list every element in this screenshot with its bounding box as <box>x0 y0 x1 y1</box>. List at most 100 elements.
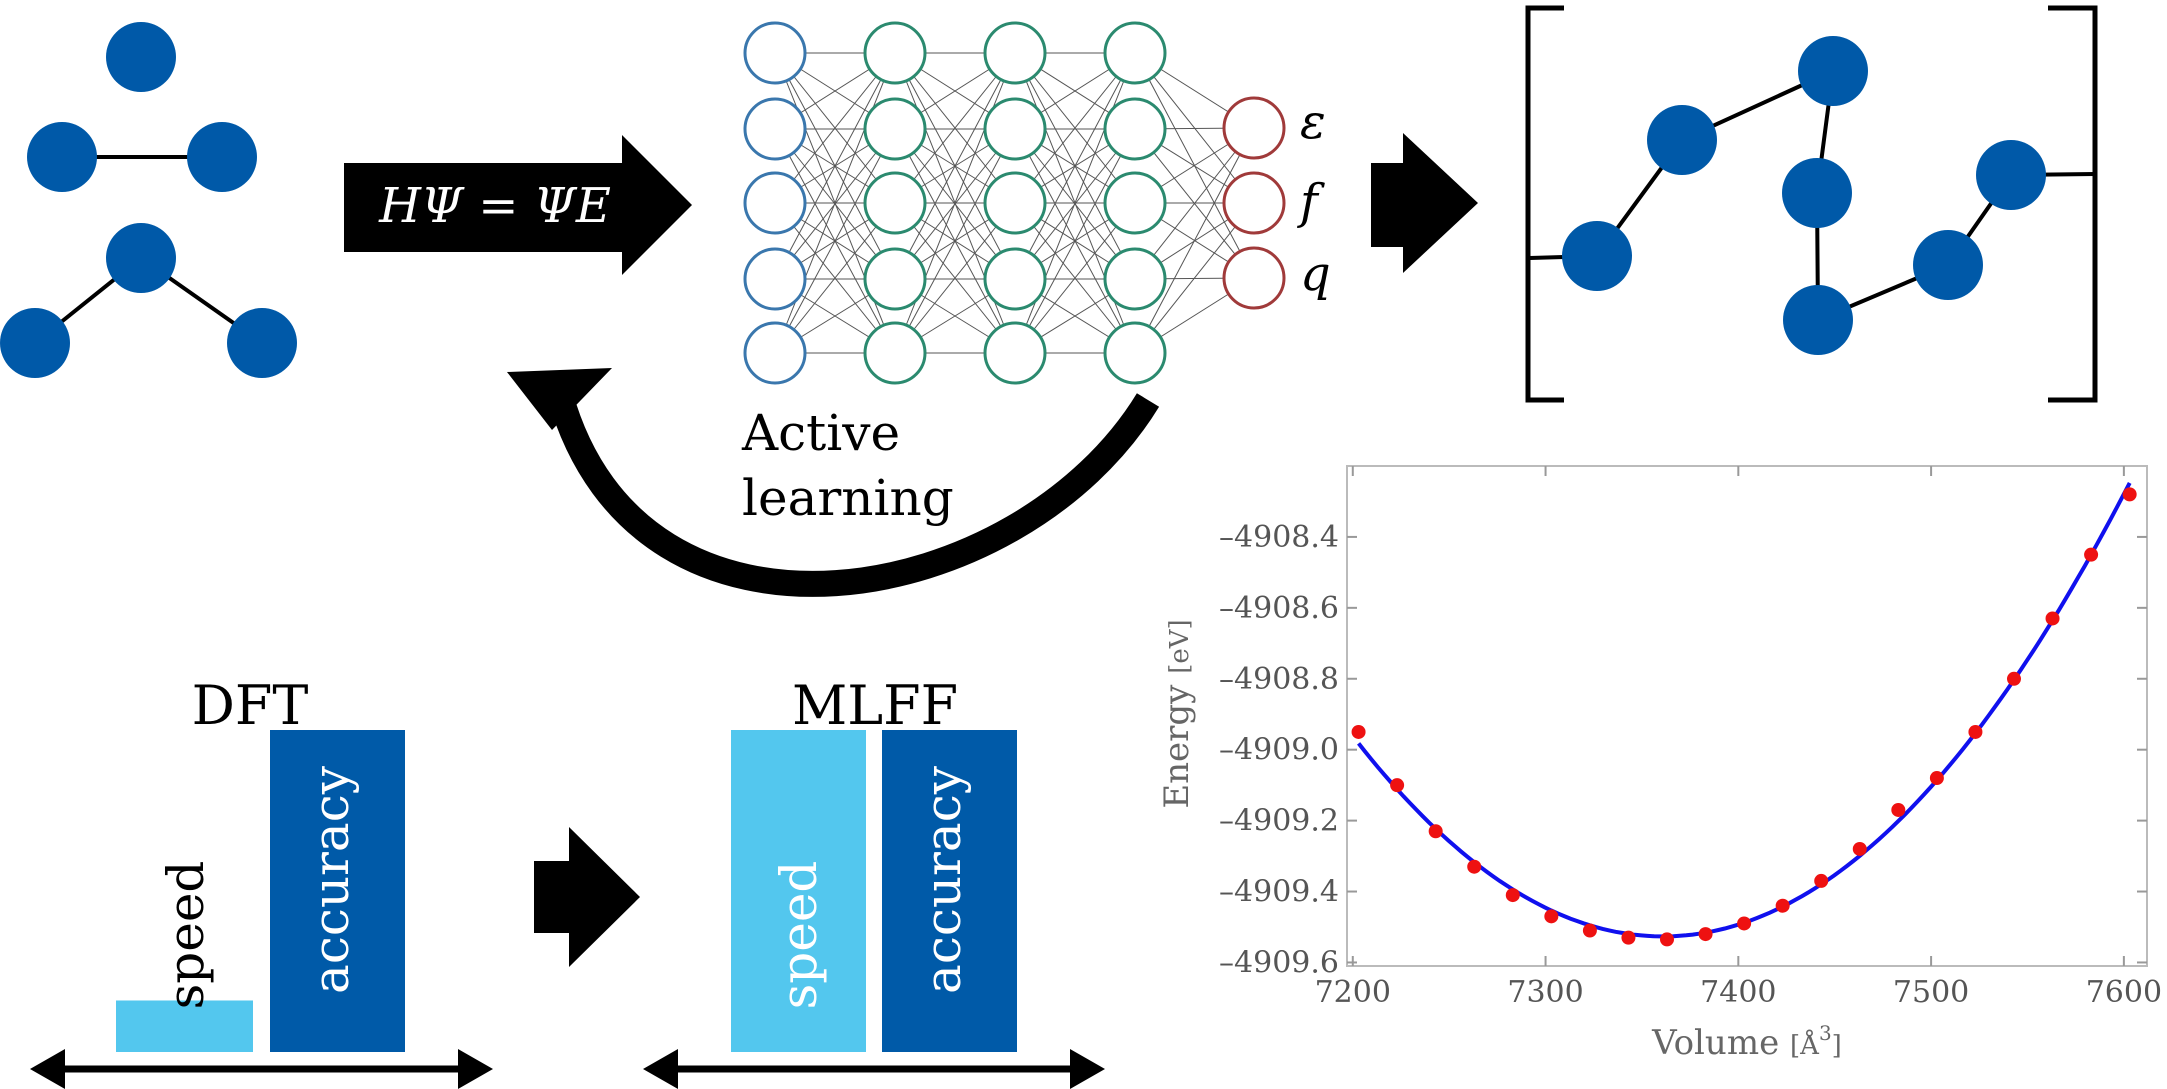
network-edge <box>1014 52 1136 280</box>
output-label-energy: ε <box>1300 94 1326 150</box>
network-edge <box>894 128 1016 354</box>
network-outputs: ε f q <box>1297 94 1331 302</box>
x-tick-label: 7300 <box>1507 975 1583 1010</box>
network-edge <box>894 52 1016 204</box>
network-edge <box>1014 52 1136 204</box>
dft-accuracy-bar <box>270 730 405 1052</box>
arrow-right-icon <box>534 827 640 967</box>
atom <box>187 122 257 192</box>
equation-label: HΨ = ΨE <box>378 178 611 234</box>
x-tick-label: 7500 <box>1893 975 1969 1010</box>
arrow-right-icon <box>458 1049 493 1089</box>
data-point <box>1660 932 1674 947</box>
atom <box>1798 36 1868 106</box>
hidden-node <box>1103 247 1167 311</box>
data-point <box>1351 724 1366 739</box>
data-point <box>1737 916 1752 931</box>
atom <box>0 308 70 378</box>
network-edge <box>774 52 896 280</box>
x-axis-label: Volume [Å3] <box>1651 1021 1842 1063</box>
data-point <box>1390 778 1405 793</box>
network-edge <box>1014 128 1136 354</box>
mlff-speed-label: speed <box>770 861 828 1010</box>
y-tick-label: –4908.6 <box>1219 591 1339 626</box>
atom <box>1647 105 1717 175</box>
hidden-node <box>863 247 927 311</box>
right-bracket <box>2048 5 2098 403</box>
mlff-accuracy-label: accuracy <box>914 765 972 994</box>
atom <box>1783 285 1853 355</box>
hidden-node <box>863 97 927 161</box>
y-tick-label: –4909.6 <box>1219 945 1339 980</box>
x-tick-label: 7200 <box>1315 975 1391 1010</box>
data-point <box>1505 888 1520 903</box>
arrowhead-icon <box>507 368 612 430</box>
plot-frame <box>1346 465 2148 967</box>
dft-title: DFT <box>192 674 309 737</box>
mlff-speed-bar <box>731 730 866 1052</box>
hidden-node <box>1103 21 1167 85</box>
mlff-accuracy-bar <box>882 730 1017 1052</box>
y-tick-label: –4908.8 <box>1219 662 1339 697</box>
input-node <box>743 21 807 85</box>
arrow-left-icon <box>643 1049 678 1089</box>
network-edge <box>774 128 896 354</box>
output-node <box>1222 246 1286 310</box>
x-tick-label: 7600 <box>2086 975 2162 1010</box>
input-node <box>743 321 807 385</box>
periodic-structure <box>1525 5 2098 403</box>
network-edge <box>1014 202 1136 354</box>
atom <box>1913 230 1983 300</box>
network-edge <box>1134 127 1255 354</box>
network-edge <box>774 202 896 354</box>
data-point <box>1814 873 1829 888</box>
data-points <box>1351 487 2137 947</box>
arrow-right-icon <box>1070 1049 1105 1089</box>
input-node <box>743 97 807 161</box>
hidden-node <box>863 321 927 385</box>
y-tick-label: –4908.4 <box>1219 520 1339 555</box>
data-point <box>2045 611 2060 626</box>
data-point <box>1467 859 1482 874</box>
y-tick-label: –4909.2 <box>1219 804 1339 839</box>
left-bracket <box>1525 5 1564 403</box>
x-tick-label: 7400 <box>1700 975 1776 1010</box>
data-point <box>1428 824 1443 839</box>
dft-accuracy-label: accuracy <box>302 765 360 994</box>
active-learning-loop: Active learning <box>507 368 1160 597</box>
data-point <box>1698 927 1713 942</box>
hidden-node <box>983 321 1047 385</box>
input-node <box>743 171 807 235</box>
atom <box>27 122 97 192</box>
atom <box>106 223 176 293</box>
network-edge <box>1134 127 1255 280</box>
atom <box>227 308 297 378</box>
output-label-charge: q <box>1300 246 1331 302</box>
data-point <box>1929 771 1944 786</box>
output-label-force: f <box>1297 174 1325 230</box>
schrodinger-arrow: HΨ = ΨE <box>344 135 692 275</box>
output-node <box>1222 96 1286 160</box>
data-point <box>1891 802 1906 817</box>
neural-network <box>743 21 1286 385</box>
data-point <box>1544 909 1559 924</box>
data-point <box>1775 898 1790 913</box>
y-tick-label: –4909.0 <box>1219 733 1339 768</box>
atom <box>1976 140 2046 210</box>
hidden-node <box>983 247 1047 311</box>
active-learning-label: learning <box>742 469 954 527</box>
y-tick-label: –4909.4 <box>1219 875 1339 910</box>
input-molecules <box>0 22 297 378</box>
arrow-left-icon <box>30 1049 65 1089</box>
atom <box>1782 158 1852 228</box>
data-point <box>2122 487 2137 502</box>
network-edge <box>774 52 896 204</box>
data-point <box>2006 671 2021 686</box>
hidden-node <box>1103 97 1167 161</box>
hidden-node <box>1103 171 1167 235</box>
hidden-node <box>983 21 1047 85</box>
energy-volume-chart: 7200 7300 7400 7500 7600 –4908.4 –4908.6 –4908.… <box>1157 465 2162 1063</box>
network-edge <box>894 202 1016 354</box>
input-node <box>743 247 807 311</box>
